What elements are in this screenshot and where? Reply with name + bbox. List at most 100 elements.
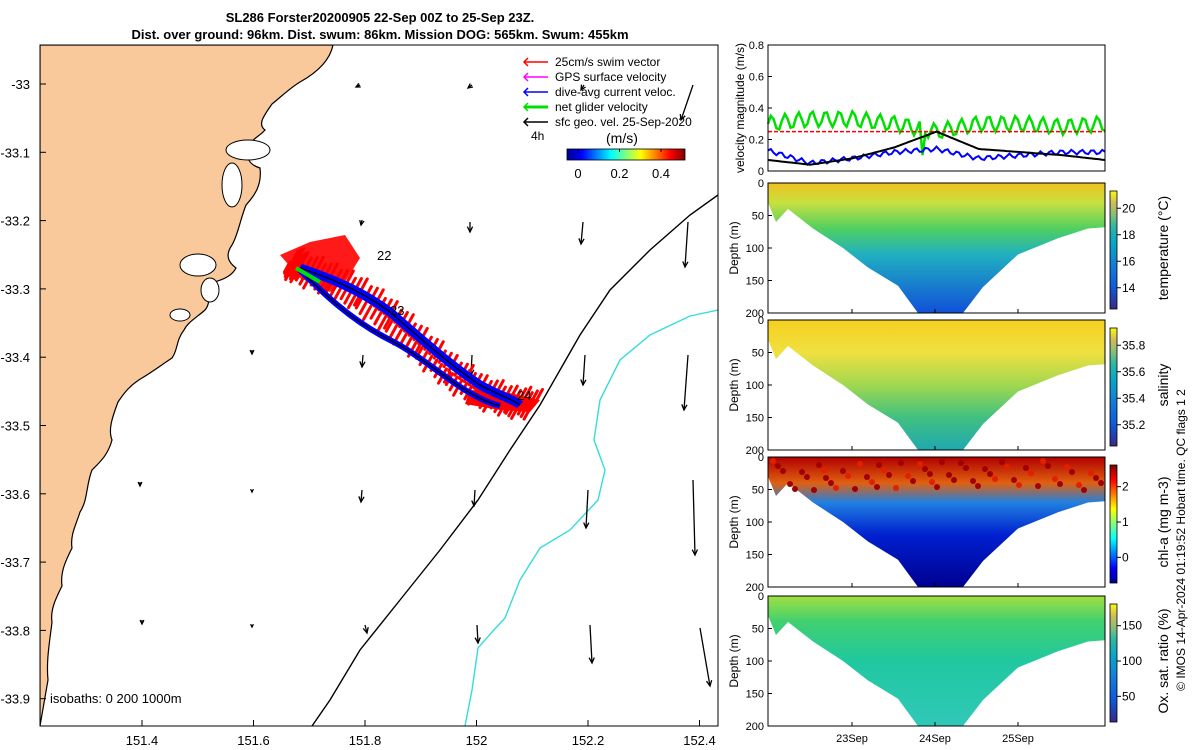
section-dot <box>1016 482 1022 488</box>
y-tick-label: 100 <box>746 517 764 529</box>
section-dot <box>1004 464 1010 470</box>
arrow-head <box>681 404 688 412</box>
y-tick-label: 50 <box>752 624 764 636</box>
colorbar-label: temperature (°C) <box>1155 196 1171 300</box>
section-dot <box>958 460 964 466</box>
geo-velocity-arrow <box>682 221 689 269</box>
lake-3 <box>169 308 191 322</box>
x-date-tick-label: 25Sep <box>1002 733 1034 745</box>
section-dot <box>1057 481 1063 487</box>
arrow-head <box>466 83 474 89</box>
y-tick-label: 0 <box>758 591 764 603</box>
section-panel: 0 50 100 150 200 Depth (m) 0 1 2 chl-a (mg m-3) <box>727 452 1171 594</box>
colorbar-tick-label: 35.6 <box>1122 365 1146 379</box>
arrow-shaft <box>699 627 711 687</box>
y-tick-label: 0 <box>758 178 764 190</box>
lake-1 <box>221 162 243 208</box>
section-dot <box>929 479 935 485</box>
section-dot <box>770 458 776 464</box>
colorbar-tick-label: 20 <box>1122 201 1136 215</box>
colorbar-tick-label: 1 <box>1122 515 1129 529</box>
arrow-head <box>580 379 587 387</box>
colorbar-unit: (m/s) <box>606 130 638 146</box>
arrow-shaft <box>684 221 689 268</box>
y-tick-label: 0.2 <box>749 135 764 147</box>
y-tick-label: 150 <box>746 550 764 562</box>
geo-velocity-arrow <box>359 354 366 369</box>
speed-colorbar <box>566 148 686 161</box>
arrow-head <box>359 361 366 369</box>
geo-velocity-arrow <box>359 219 365 227</box>
section-dot <box>811 487 817 493</box>
velocity-series-line <box>767 145 1106 166</box>
section-colorbar <box>1109 327 1118 447</box>
arrow-head <box>580 84 586 92</box>
x-date-tick-label: 23Sep <box>836 733 868 745</box>
arrow-shaft <box>361 354 364 368</box>
colorbar-tick-label: 0.4 <box>652 166 670 181</box>
colorbar-label: chl-a (mg m-3) <box>1155 476 1171 567</box>
section-dot <box>833 485 839 491</box>
arrow-head <box>362 626 369 635</box>
track-time-label: 22 <box>377 248 391 263</box>
section-dot <box>821 467 827 473</box>
y-tick-label: -33.2 <box>0 214 30 229</box>
section-dot <box>864 474 870 480</box>
geo-velocity-arrow <box>578 221 585 246</box>
geo-velocity-arrow <box>699 627 713 688</box>
arrow-head <box>583 522 590 530</box>
colorbar-tick-label: 35.8 <box>1122 338 1146 352</box>
section-dot <box>845 473 851 479</box>
arrow-head <box>588 657 595 665</box>
geo-velocity-arrow <box>588 624 595 665</box>
y-tick-label: -33.6 <box>0 487 30 502</box>
arrow-shaft <box>692 479 696 556</box>
section-dot <box>970 478 976 484</box>
section-dot <box>939 459 945 465</box>
section-dot <box>1081 487 1087 493</box>
arrow-head <box>471 500 478 508</box>
glider-track <box>299 267 521 406</box>
legend-label: net glider velocity <box>555 100 648 114</box>
legend-swatch-head <box>522 87 529 97</box>
arrow-head <box>249 349 255 356</box>
colorbar-label: salinity <box>1155 364 1171 407</box>
swim-vectors-end <box>465 390 540 412</box>
section-dot <box>1052 476 1058 482</box>
x-tick-label: 151.8 <box>349 733 382 748</box>
section-panel: 0 50 100 150 200 Depth (m) 35.2 35.4 35.6 35.8 sal… <box>727 315 1171 457</box>
x-tick-label: 152 <box>466 733 488 748</box>
y-tick-label: 0 <box>758 452 764 464</box>
section-dot <box>787 481 793 487</box>
geo-velocity-arrow <box>681 354 689 412</box>
section-data-area <box>768 183 1105 313</box>
section-colorbar <box>1109 603 1118 723</box>
section-dot <box>1045 463 1051 469</box>
land-area <box>40 45 334 726</box>
colorbar-tick-label: 18 <box>1122 228 1136 242</box>
arrow-shaft <box>473 489 476 507</box>
section-dot <box>922 466 928 472</box>
y-tick-label: 100 <box>746 380 764 392</box>
lake-4 <box>200 277 220 303</box>
colorbar-label: Ox. sat. ratio (%) <box>1155 608 1171 713</box>
colorbar-tick-label: 50 <box>1122 689 1136 703</box>
y-tick-label: 50 <box>752 485 764 497</box>
section-dot <box>840 468 846 474</box>
arrow-head <box>578 238 585 246</box>
y-tick-label: 200 <box>746 582 764 594</box>
arrow-head <box>250 623 254 629</box>
section-dot <box>1064 464 1070 470</box>
y-tick-label: 0 <box>758 315 764 327</box>
geo-velocity-arrow <box>466 83 474 89</box>
section-dot <box>874 484 880 490</box>
legend-note: 4h <box>531 129 544 143</box>
velocity-series-line <box>767 130 1106 166</box>
y-tick-label: 0.6 <box>749 72 764 84</box>
arrow-head <box>474 637 481 645</box>
colorbar-tick-label: 14 <box>1122 281 1136 295</box>
colorbar-tick-label: 16 <box>1122 254 1136 268</box>
arrow-head <box>359 219 365 227</box>
section-dot <box>1076 482 1082 488</box>
